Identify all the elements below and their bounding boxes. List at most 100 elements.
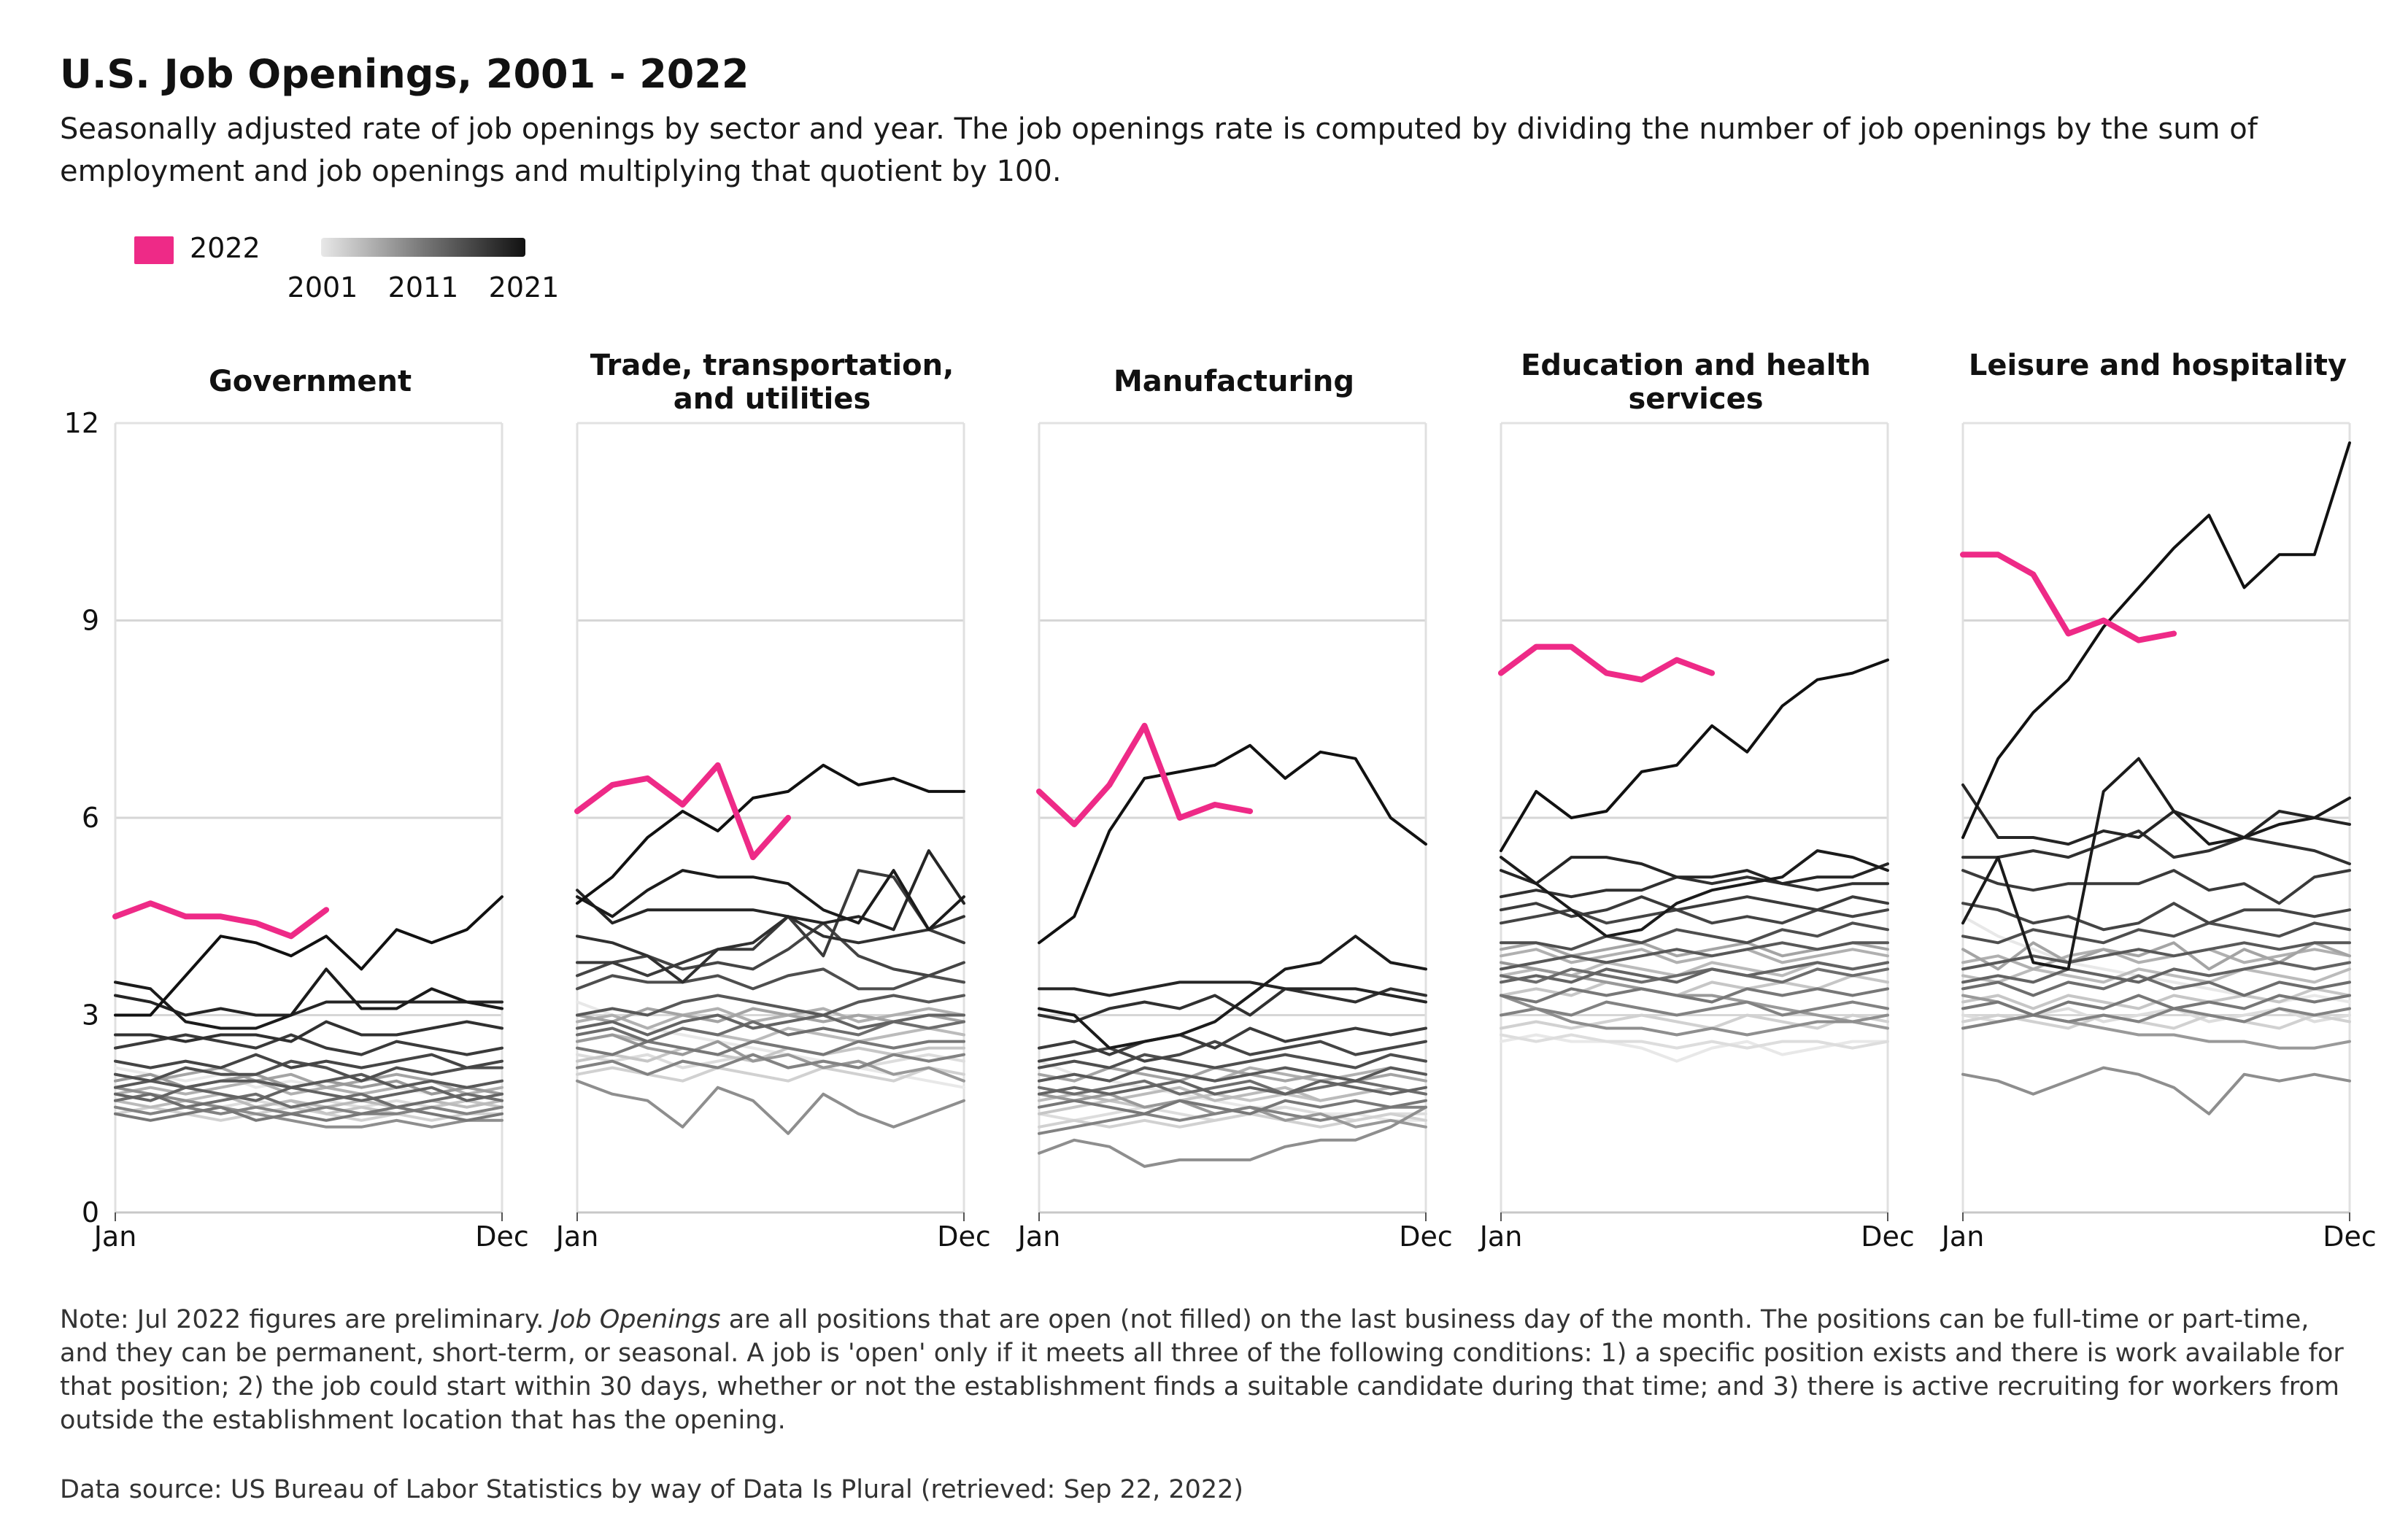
series-line-2020: [1961, 757, 2351, 971]
chart-title: U.S. Job Openings, 2001 - 2022: [60, 51, 749, 97]
series-line-2003: [1961, 1013, 2351, 1030]
series-line-2015: [576, 967, 965, 991]
series-line-2005: [1961, 967, 2351, 984]
series-line-2014: [1961, 941, 2351, 971]
series-line-2018: [1961, 829, 2351, 866]
series-line-2009: [576, 1079, 965, 1135]
x-tick-label-dec: Dec: [937, 1220, 991, 1253]
chart-subtitle: Seasonally adjusted rate of job openings…: [60, 112, 2258, 188]
legend-swatch-2022: [134, 236, 174, 264]
footnote-term: Job Openings: [552, 1305, 721, 1334]
series-line-2012: [1500, 967, 1889, 984]
series-line-2019: [1500, 856, 1889, 886]
series-line-2011: [1500, 987, 1889, 1004]
series-line-2009: [1500, 994, 1889, 1037]
series-line-2019: [114, 994, 503, 1017]
y-tick-label: 12: [64, 407, 99, 439]
panel-title-leisure: Leisure and hospitality: [1968, 349, 2347, 382]
series-line-2004: [1500, 974, 1889, 997]
footnote: Note: Jul 2022 figures are preliminary. …: [60, 1303, 2358, 1437]
series-line-2017: [576, 869, 965, 978]
series-line-2006: [576, 1007, 965, 1030]
x-tick-label-dec: Dec: [1861, 1220, 1915, 1253]
series-line-2017: [114, 1033, 503, 1056]
series-line-2022: [1960, 552, 2177, 643]
footnote-body: are all positions that are open (not fil…: [60, 1305, 2344, 1435]
x-tick-label-jan: Jan: [93, 1220, 137, 1253]
series-line-2017: [1500, 895, 1889, 918]
series-line-2022: [112, 900, 330, 940]
series-line-2022: [1498, 643, 1716, 683]
series-line-2016: [576, 921, 965, 978]
x-tick-label-dec: Dec: [475, 1220, 529, 1253]
series-line-2012: [576, 1020, 965, 1043]
series-line-2018: [1500, 875, 1889, 899]
series-line-2016: [114, 1053, 503, 1069]
legend-tick-mid: 2011: [387, 271, 459, 303]
small-multiples-chart: 0 3 6 9 12 Jan Dec Jan Dec Jan Dec Jan Dec Jan Dec: [64, 407, 2377, 1253]
series-line-2015: [1500, 921, 1889, 951]
series-line-2017: [1961, 869, 2351, 905]
series-line-2020: [1038, 935, 1427, 1050]
series-line-2016: [1500, 908, 1889, 925]
series-line-2021: [1961, 441, 2351, 839]
series-line-2008: [1500, 961, 1889, 1030]
series-line-2013: [576, 1013, 965, 1037]
series-line-2020: [1500, 849, 1889, 938]
series-line-2014: [114, 1072, 503, 1089]
series-line-2008: [576, 1033, 965, 1083]
series-line-2019: [1961, 783, 2351, 846]
series-line-2004: [576, 1046, 965, 1063]
series-line-2013: [114, 1086, 503, 1102]
legend-gradient: [321, 238, 525, 257]
series-line-2019: [576, 849, 965, 932]
panel-title-government: Government: [208, 365, 412, 398]
series-line-2011: [1038, 1099, 1427, 1115]
series-line-2018: [576, 915, 965, 984]
series-line-2002: [1500, 1033, 1889, 1050]
y-tick-label: 3: [82, 999, 99, 1032]
series-line-2009: [1961, 1066, 2351, 1115]
series-line-2009: [114, 1086, 503, 1129]
series-line-2010: [1961, 1007, 2351, 1030]
series-line-2014: [1038, 1066, 1427, 1083]
panel-title-trade: Trade, transportation, and utilities: [590, 349, 954, 416]
series-line-2011: [1961, 994, 2351, 1017]
series-line-2013: [1500, 961, 1889, 984]
series-line-2018: [114, 1020, 503, 1043]
series-line-2005: [1038, 1086, 1427, 1102]
series-line-2015: [1961, 921, 2351, 945]
series-line-2022: [574, 762, 792, 861]
series-line-2018: [1038, 987, 1427, 1024]
series-line-2010: [114, 1105, 503, 1115]
x-tick-label-dec: Dec: [1399, 1220, 1453, 1253]
series-line-2021: [576, 763, 965, 905]
series-line-2006: [1500, 948, 1889, 964]
legend: 2022 2001 2011 2021: [131, 226, 598, 306]
panel-title-manufacturing: Manufacturing: [1114, 365, 1354, 398]
series-line-2009: [1038, 1105, 1427, 1168]
legend-tick-start: 2001: [287, 271, 358, 303]
series-line-2020: [114, 967, 503, 1030]
legend-label-2022: 2022: [190, 232, 261, 264]
y-tick-label: 9: [82, 605, 99, 637]
x-tick-label-jan: Jan: [1016, 1220, 1061, 1253]
series-line-2003: [1038, 1112, 1427, 1129]
series-line-2003: [1500, 1013, 1889, 1030]
series-line-2012: [1038, 1079, 1427, 1096]
series-line-2011: [576, 1040, 965, 1056]
data-source: Data source: US Bureau of Labor Statisti…: [60, 1475, 1244, 1504]
series-line-2019: [1038, 980, 1427, 1004]
series-line-2013: [1038, 1079, 1427, 1096]
footnote-prefix: Note: Jul 2022 figures are preliminary.: [60, 1305, 552, 1334]
series-line-2022: [1036, 722, 1254, 827]
legend-tick-end: 2021: [488, 271, 560, 303]
series-line-2021: [1038, 743, 1427, 945]
series-line-2006: [1961, 948, 2351, 971]
series-line-2010: [576, 1053, 965, 1076]
y-tick-label: 6: [82, 802, 99, 834]
series-line-2021: [114, 895, 503, 1017]
series-line-2012: [114, 1092, 503, 1109]
series-line-2012: [1961, 974, 2351, 997]
series-line-2014: [576, 994, 965, 1017]
